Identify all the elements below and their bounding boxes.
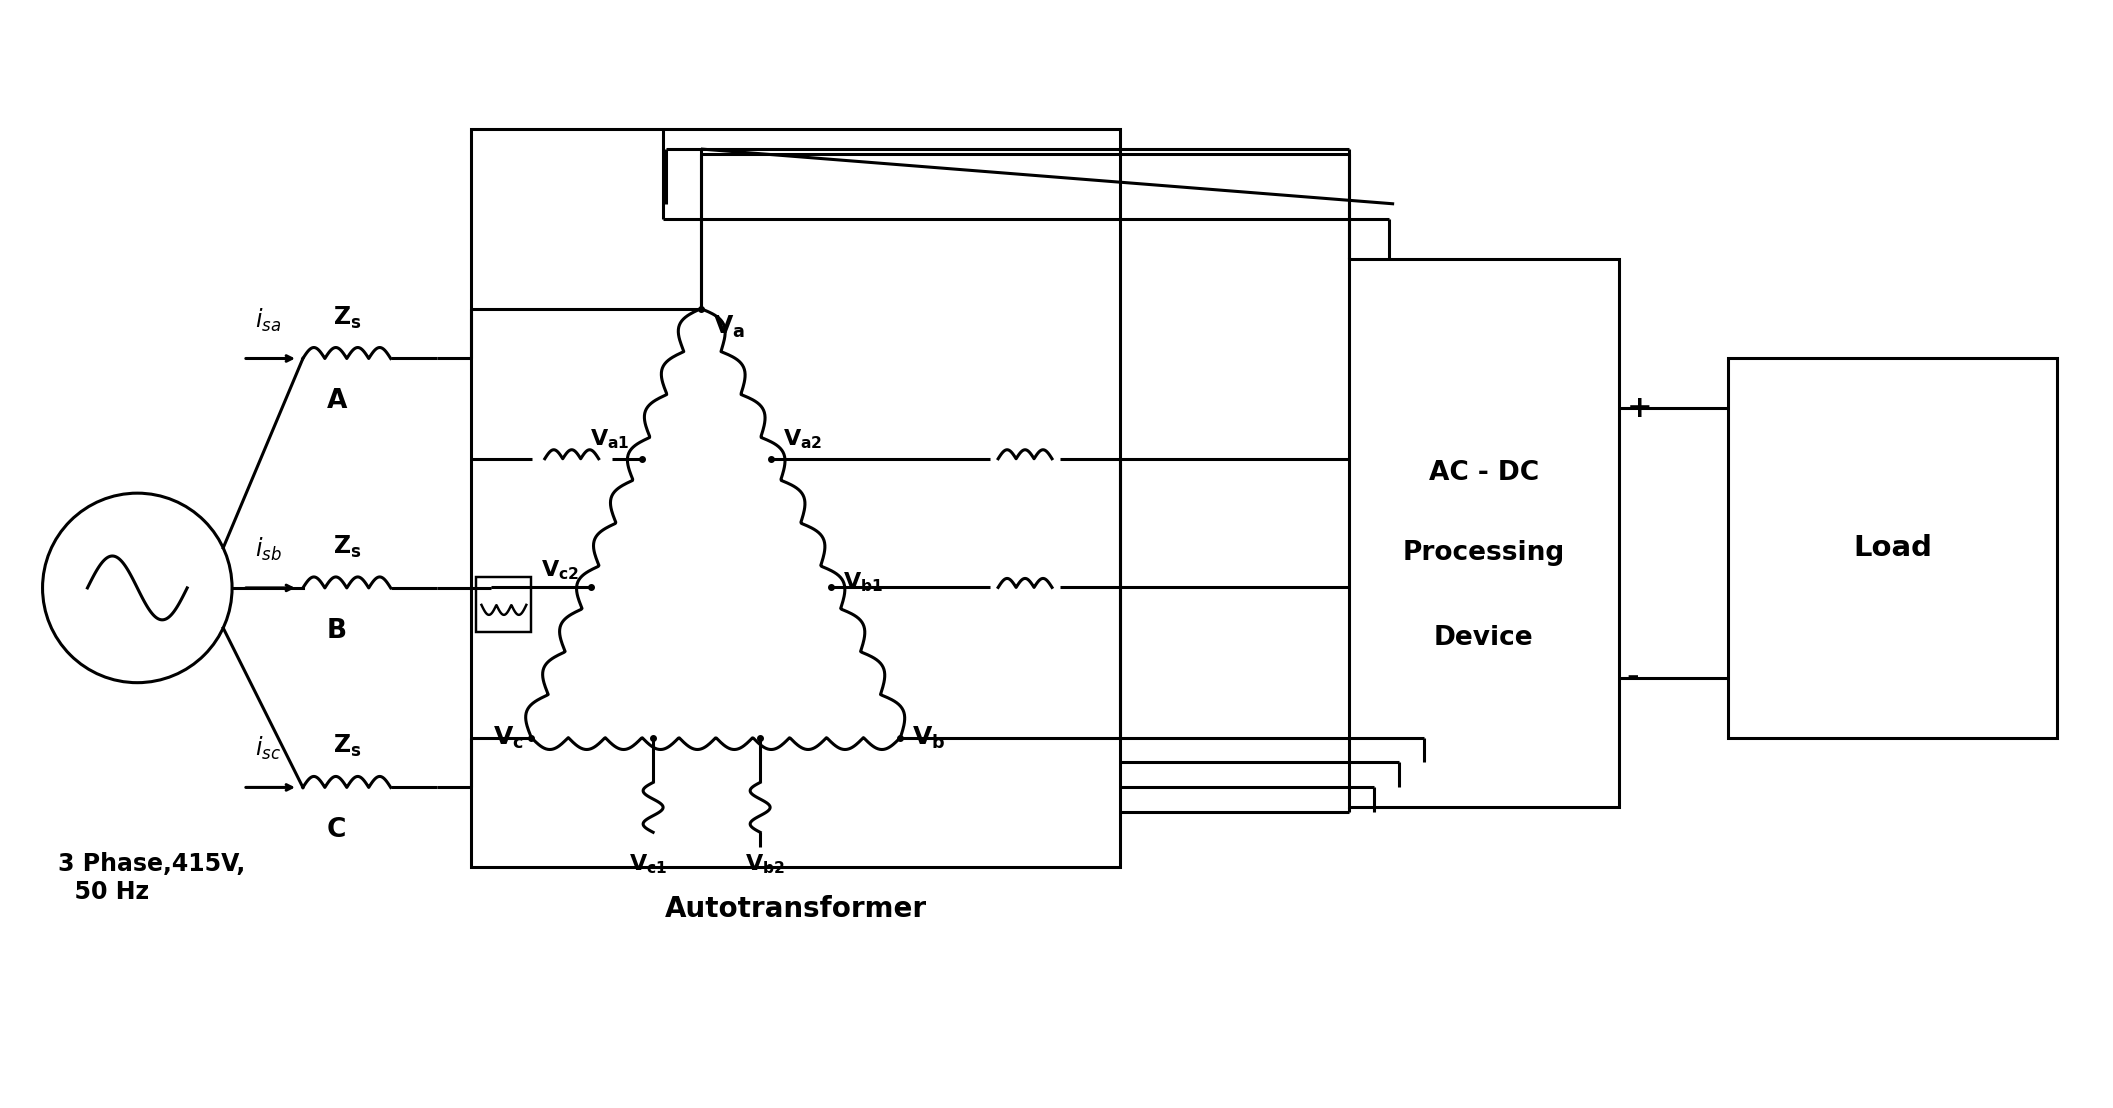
Text: $i_{sb}$: $i_{sb}$	[254, 536, 281, 563]
Text: Processing: Processing	[1403, 540, 1566, 566]
Text: $\mathbf{V_{a1}}$: $\mathbf{V_{a1}}$	[590, 428, 630, 451]
Text: $\mathbf{Z_s}$: $\mathbf{Z_s}$	[332, 305, 361, 330]
Text: $\mathbf{V_{c1}}$: $\mathbf{V_{c1}}$	[630, 852, 668, 875]
Text: Load: Load	[1853, 534, 1933, 562]
Text: C: C	[328, 818, 347, 843]
Text: B: B	[328, 618, 347, 644]
Text: $\mathbf{Z_s}$: $\mathbf{Z_s}$	[332, 733, 361, 759]
Text: -: -	[1627, 664, 1640, 692]
Text: $\mathbf{V_{a2}}$: $\mathbf{V_{a2}}$	[782, 428, 822, 451]
Text: A: A	[328, 389, 347, 414]
Text: $\mathbf{V_{c2}}$: $\mathbf{V_{c2}}$	[541, 558, 579, 583]
Text: AC - DC: AC - DC	[1428, 460, 1538, 486]
Bar	[475, 577, 530, 633]
Bar	[471, 129, 1120, 868]
Text: $\mathbf{V_a}$: $\mathbf{V_a}$	[712, 314, 746, 340]
Text: $\mathbf{V_{b2}}$: $\mathbf{V_{b2}}$	[746, 852, 786, 875]
Text: $\mathbf{V_{b1}}$: $\mathbf{V_{b1}}$	[843, 571, 883, 594]
Text: Device: Device	[1435, 625, 1534, 650]
Text: $i_{sa}$: $i_{sa}$	[256, 306, 281, 334]
Text: +: +	[1627, 393, 1652, 423]
Bar	[1728, 359, 2058, 738]
Text: $i_{sc}$: $i_{sc}$	[256, 736, 281, 762]
Text: $\mathbf{V_c}$: $\mathbf{V_c}$	[492, 725, 524, 750]
Text: $\mathbf{Z_s}$: $\mathbf{Z_s}$	[332, 534, 361, 560]
Bar	[1350, 259, 1619, 808]
Text: 3 Phase,415V,
  50 Hz: 3 Phase,415V, 50 Hz	[57, 852, 245, 904]
Text: Autotransformer: Autotransformer	[666, 895, 928, 923]
Text: $\mathbf{V_b}$: $\mathbf{V_b}$	[913, 725, 947, 750]
